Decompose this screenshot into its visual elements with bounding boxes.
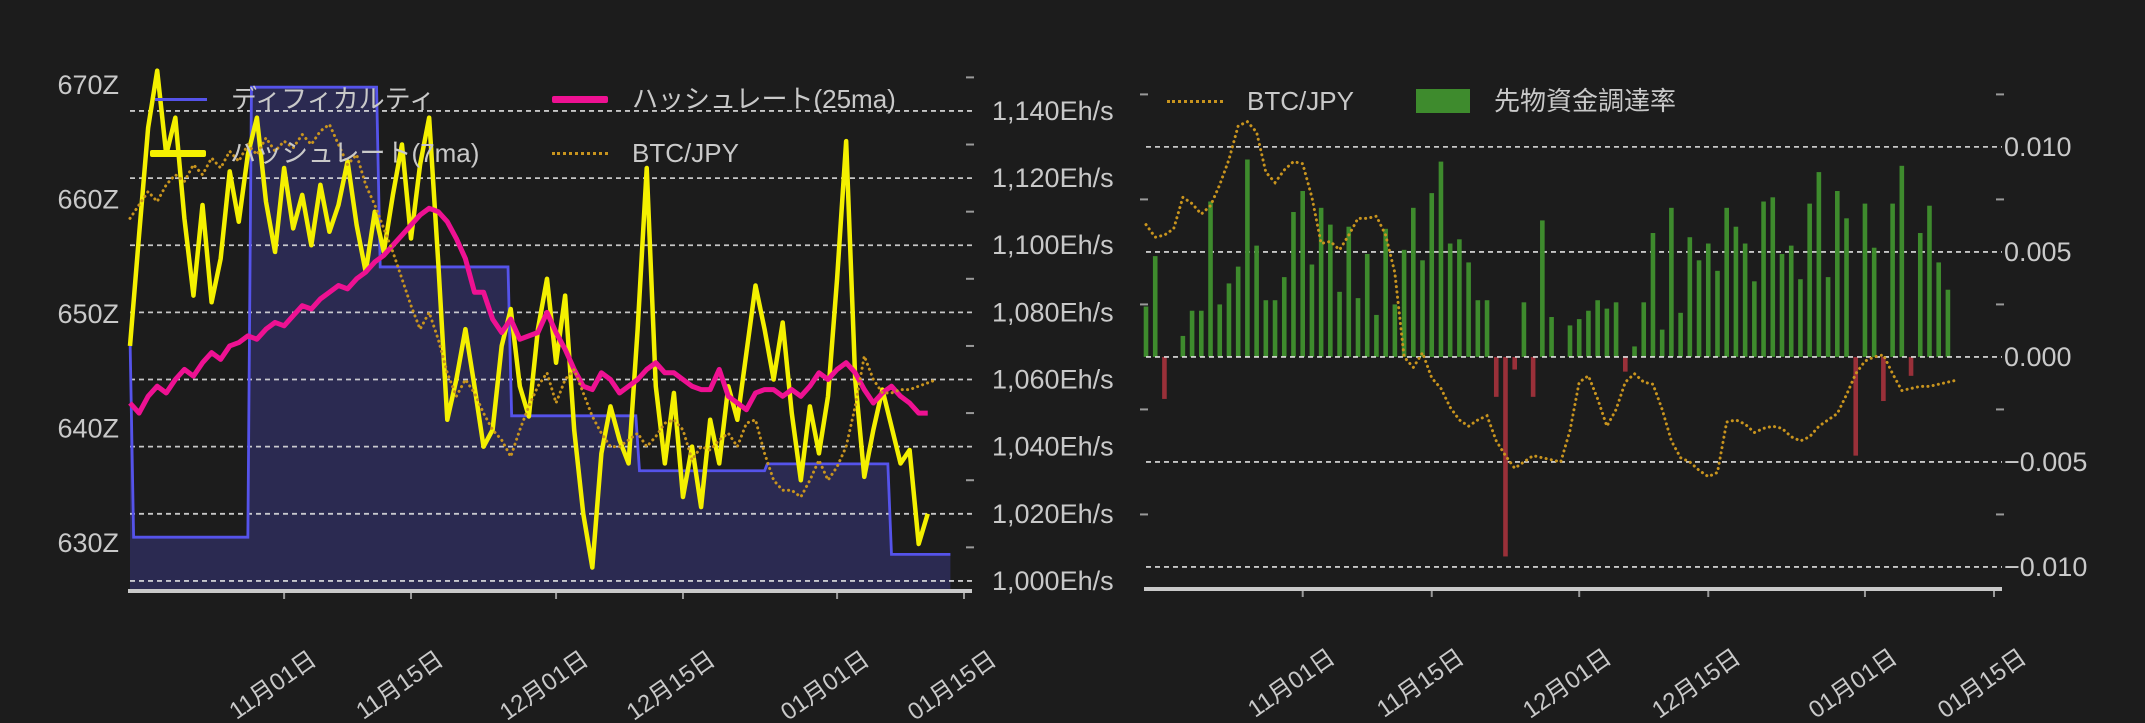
svg-text:1,080Eh/s: 1,080Eh/s	[992, 297, 1114, 327]
svg-text:1,000Eh/s: 1,000Eh/s	[992, 566, 1114, 596]
legend-item-hashrate-25ma[interactable]: ハッシュレート(25ma)	[552, 84, 896, 114]
svg-text:1,040Eh/s: 1,040Eh/s	[992, 432, 1114, 462]
legend-label-btcjpy-left: BTC/JPY	[632, 138, 739, 168]
legend-item-hashrate-7ma[interactable]: ハッシュレート(7ma)	[150, 138, 479, 168]
svg-text:0.000: 0.000	[2004, 342, 2072, 372]
funding-rate-chart-panel: 0.010 0.005 0.000 −0.005 −0.010 11月01日 11月15日 1…	[1120, 0, 2145, 723]
svg-text:0.005: 0.005	[2004, 237, 2072, 267]
btcjpy-dotted-swatch-icon	[1167, 99, 1223, 103]
svg-text:01月15日: 01月15日	[903, 646, 1002, 723]
svg-text:12月01日: 12月01日	[495, 646, 594, 723]
legend-label-difficulty: ディフィカルティ	[231, 84, 436, 114]
svg-text:1,060Eh/s: 1,060Eh/s	[992, 365, 1114, 395]
svg-text:650Z: 650Z	[57, 299, 119, 329]
legend-item-btcjpy-left[interactable]: BTC/JPY	[552, 138, 739, 168]
svg-text:11月01日: 11月01日	[1243, 644, 1340, 723]
svg-text:640Z: 640Z	[57, 413, 119, 443]
svg-text:0.010: 0.010	[2004, 132, 2072, 162]
svg-text:1,140Eh/s: 1,140Eh/s	[992, 96, 1114, 126]
svg-text:12月01日: 12月01日	[1518, 644, 1617, 723]
svg-text:−0.010: −0.010	[2004, 552, 2087, 582]
legend-label-funding-rate: 先物資金調達率	[1494, 86, 1677, 116]
svg-text:1,100Eh/s: 1,100Eh/s	[992, 230, 1114, 260]
funding-rate-bar-swatch-icon	[1416, 89, 1470, 113]
svg-text:1,020Eh/s: 1,020Eh/s	[992, 499, 1114, 529]
svg-text:12月15日: 12月15日	[622, 646, 721, 723]
svg-text:−0.005: −0.005	[2004, 447, 2087, 477]
hashrate-25ma-line-swatch-icon	[552, 95, 608, 103]
svg-text:11月01日: 11月01日	[224, 646, 321, 723]
legend-item-difficulty[interactable]: ディフィカルティ	[155, 84, 435, 114]
legend-label-hashrate-7ma: ハッシュレート(7ma)	[230, 138, 480, 168]
svg-text:11月15日: 11月15日	[351, 646, 448, 723]
svg-text:11月15日: 11月15日	[1372, 644, 1469, 723]
svg-text:1,120Eh/s: 1,120Eh/s	[992, 163, 1114, 193]
funding-rate-chart: 0.010 0.005 0.000 −0.005 −0.010 11月01日 11月15日 1…	[1140, 93, 2087, 723]
difficulty-line-swatch-icon	[155, 97, 207, 101]
svg-text:12月15日: 12月15日	[1647, 644, 1746, 723]
svg-text:660Z: 660Z	[57, 184, 119, 214]
hashrate-difficulty-chart: 670Z 660Z 650Z 640Z 630Z 1,140Eh/s 1,120Eh/s 1,…	[57, 68, 1114, 723]
legend-label-btcjpy-right: BTC/JPY	[1247, 86, 1354, 116]
hashrate-7ma-line-swatch-icon	[150, 149, 206, 157]
svg-text:01月01日: 01月01日	[776, 646, 875, 723]
legend-item-btcjpy-right[interactable]: BTC/JPY	[1167, 86, 1354, 116]
btcjpy-dotted-swatch-icon	[552, 151, 608, 155]
svg-text:01月01日: 01月01日	[1804, 644, 1903, 723]
legend-item-funding-rate[interactable]: 先物資金調達率	[1416, 86, 1676, 116]
svg-text:630Z: 630Z	[57, 528, 119, 558]
svg-text:670Z: 670Z	[57, 70, 119, 100]
hashrate-difficulty-chart-panel: 670Z 660Z 650Z 640Z 630Z 1,140Eh/s 1,120Eh/s 1,…	[57, 68, 1114, 723]
svg-text:01月15日: 01月15日	[1933, 644, 2032, 723]
legend-label-hashrate-25ma: ハッシュレート(25ma)	[632, 84, 896, 114]
